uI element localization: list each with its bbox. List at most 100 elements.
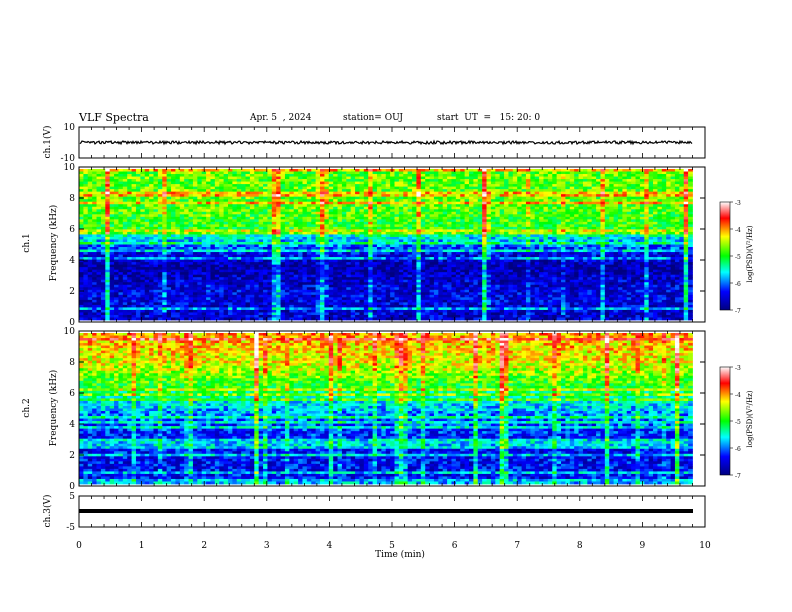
spectrogram-cell: [442, 189, 448, 193]
spectrogram-cell: [79, 216, 84, 220]
spectrogram-cell: [127, 224, 132, 228]
spectrogram-cell: [574, 224, 579, 228]
spectrogram-cell: [219, 252, 224, 255]
spectrogram-cell: [232, 249, 238, 253]
spectrogram-cell: [122, 226, 128, 230]
spectrogram-cell: [604, 239, 610, 243]
spectrogram-cell: [258, 214, 264, 218]
spectrogram-cell: [504, 221, 509, 225]
spectrogram-cell: [539, 252, 544, 255]
spectrogram-cell: [118, 234, 124, 238]
spectrogram-cell: [653, 236, 658, 240]
spectrogram-cell: [254, 211, 260, 215]
spectrogram-cell: [118, 186, 124, 190]
spectrogram-cell: [298, 247, 303, 250]
spectrogram-cell: [289, 171, 295, 175]
spectrogram-cell: [105, 194, 111, 198]
spectrogram-cell: [140, 189, 146, 193]
spectrogram-cell: [688, 226, 693, 230]
spectrogram-cell: [622, 241, 628, 245]
spectrogram-cell: [83, 189, 89, 193]
spectrogram-cell: [451, 194, 457, 198]
spectrogram-cell: [631, 229, 636, 233]
spectrogram-cell: [214, 231, 220, 235]
spectrogram-cell: [122, 171, 128, 175]
spectrogram-cell: [140, 201, 146, 205]
spectrogram-cell: [477, 196, 483, 200]
spectrogram-cell: [135, 169, 141, 172]
spectrogram-cell: [219, 224, 224, 228]
spectrogram-cell: [144, 234, 150, 238]
spectrogram-cell: [657, 194, 663, 198]
spectrogram-cell: [83, 214, 89, 218]
spectrogram-cell: [328, 226, 334, 230]
spectrogram-cell: [495, 211, 501, 215]
spectrogram-cell: [289, 176, 295, 180]
spectrogram-cell: [302, 214, 308, 218]
spectrogram-cell: [241, 171, 246, 175]
spectrogram-cell: [591, 196, 597, 200]
spectrogram-cell: [394, 211, 400, 215]
spectrogram-cell: [271, 247, 277, 250]
spectrogram-cell: [302, 181, 308, 185]
spectrogram-cell: [385, 214, 391, 218]
spectrogram-cell: [162, 206, 168, 210]
spectrogram-cell: [315, 214, 321, 218]
spectrogram-cell: [324, 226, 330, 230]
spectrogram-cell: [315, 224, 321, 228]
spectrogram-cell: [600, 234, 606, 238]
spectrogram-cell: [648, 236, 654, 240]
spectrogram-cell: [311, 234, 317, 238]
spectrogram-cell: [79, 231, 84, 235]
spectrogram-cell: [140, 204, 146, 208]
spectrogram-cell: [118, 181, 124, 185]
spectrogram-cell: [508, 239, 514, 243]
spectrogram-cell: [499, 231, 505, 235]
spectrogram-cell: [591, 204, 597, 208]
spectrogram-cell: [96, 189, 102, 193]
spectrogram-cell: [565, 221, 571, 225]
spectrogram-cell: [372, 179, 378, 182]
spectrogram-cell: [201, 171, 207, 175]
spectrogram-cell: [552, 179, 558, 182]
spectrogram-cell: [337, 194, 343, 198]
spectrogram-cell: [381, 169, 387, 172]
spectrogram-cell: [521, 194, 527, 198]
spectrogram-cell: [333, 229, 338, 233]
spectrogram-cell: [171, 211, 176, 215]
spectrogram-cell: [79, 236, 84, 240]
spectrogram-cell: [346, 181, 352, 185]
spectrogram-cell: [227, 184, 233, 188]
spectrogram-cell: [433, 247, 439, 250]
spectrogram-cell: [175, 181, 181, 185]
spectrogram-cell: [442, 179, 448, 182]
spectrogram-cell: [144, 247, 150, 250]
spectrogram-cell: [241, 189, 246, 193]
spectrogram-cell: [179, 254, 185, 258]
spectrogram-cell: [359, 201, 365, 205]
spectrogram-cell: [337, 254, 343, 258]
spectrogram-cell: [433, 249, 439, 253]
spectrogram-cell: [631, 244, 636, 248]
spectrogram-cell: [280, 184, 286, 188]
spectrogram-cell: [477, 252, 483, 255]
spectrogram-cell: [438, 236, 444, 240]
spectrogram-cell: [372, 247, 378, 250]
spectrogram-cell: [631, 184, 636, 188]
spectrogram-cell: [517, 194, 522, 198]
spectrogram-cell: [83, 244, 89, 248]
spectrogram-cell: [298, 226, 303, 230]
spectrogram-cell: [617, 239, 623, 243]
spectrogram-cell: [512, 199, 518, 203]
spectrogram-cell: [403, 194, 409, 198]
spectrogram-cell: [539, 201, 544, 205]
spectrogram-cell: [499, 176, 505, 180]
spectrogram-cell: [455, 171, 461, 175]
spectrogram-cell: [508, 226, 514, 230]
spectrogram-cell: [661, 186, 667, 190]
spectrogram-cell: [574, 209, 579, 213]
spectrogram-cell: [219, 234, 224, 238]
spectrogram-cell: [359, 216, 365, 220]
spectrogram-cell: [175, 229, 181, 233]
spectrogram-cell: [280, 226, 286, 230]
